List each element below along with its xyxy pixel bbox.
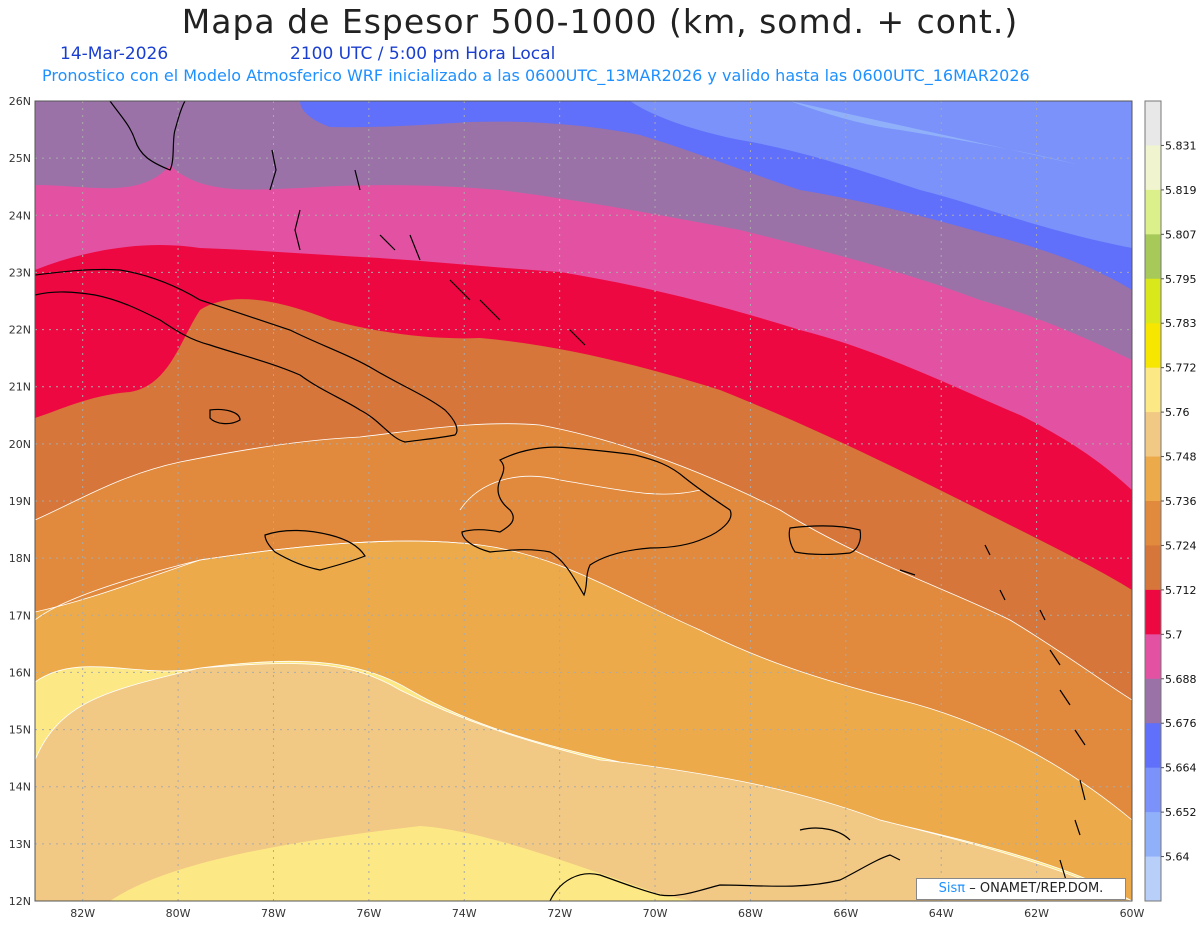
thickness-bands [35,101,1132,901]
colorbar-swatch [1145,412,1161,458]
lat-tick-label: 12N [9,895,31,908]
lat-tick-label: 16N [9,666,31,679]
colorbar-swatch [1145,678,1161,724]
colorbar-label: 5.795 [1165,273,1197,286]
lat-tick-label: 23N [9,266,31,279]
cuba-coast [35,268,458,443]
lesser-antilles [899,544,1086,881]
lon-tick-label: 60W [1120,907,1145,920]
lat-tick-label: 15N [9,724,31,737]
lat-tick-label: 14N [9,781,31,794]
colorbar-label: 5.772 [1165,362,1197,375]
colorbar-label: 5.676 [1165,717,1197,730]
puerto-rico-coast [788,525,862,555]
colorbar-label: 5.664 [1165,762,1197,775]
bahamas-islands [269,149,586,346]
colorbar-label: 5.688 [1165,673,1197,686]
colorbar-swatch [1145,812,1161,858]
credit-org: – ONAMET/REP.DOM. [969,881,1104,896]
colorbar-swatch [1145,767,1161,813]
colorbar-swatch [1145,278,1161,324]
lon-tick-label: 66W [833,907,858,920]
colorbar: 5.831 5.819 5.807 5.795 5.783 5.772 5.76 5.748 5… [1144,100,1197,902]
colorbar-label: 5.831 [1165,139,1197,152]
latitude-labels: 26N 25N 24N 23N 22N 21N 20N 19N 18N 17N 16N 15N 14N 1… [9,95,31,908]
colorbar-swatch [1145,323,1161,369]
lon-tick-label: 76W [356,907,381,920]
credit-brand: Sisπ [938,881,966,896]
colorbar-swatch [1145,101,1161,146]
lon-tick-label: 74W [452,907,477,920]
lat-tick-label: 18N [9,552,31,565]
colorbar-swatch [1145,456,1161,502]
colorbar-label: 5.724 [1165,539,1197,552]
longitude-labels: 82W 80W 78W 76W 74W 72W 70W 68W 66W 64W 62W 60W [70,907,1144,920]
lon-tick-label: 78W [261,907,286,920]
colorbar-swatch [1145,589,1161,635]
jamaica-coast [264,529,366,571]
colorbar-label: 5.819 [1165,184,1197,197]
colorbar-label: 5.652 [1165,806,1197,819]
lat-tick-label: 24N [9,209,31,222]
colorbar-swatch [1145,145,1161,191]
lat-tick-label: 22N [9,324,31,337]
colorbar-swatch [1145,545,1161,591]
colorbar-label: 5.7 [1165,628,1183,641]
florida-coast [109,101,186,171]
colorbar-swatch [1145,189,1161,235]
map-frame [34,100,1133,902]
colorbar-swatch [1145,501,1161,546]
colorbar-swatch [1145,234,1161,280]
colorbar-label: 5.783 [1165,317,1197,330]
band-5652 [630,101,1132,248]
coastlines [35,101,1086,901]
colorbar-label: 5.76 [1165,406,1190,419]
lat-tick-label: 21N [9,381,31,394]
colorbar-swatch [1145,367,1161,413]
lat-tick-label: 13N [9,838,31,851]
colorbar-swatch [1145,856,1161,902]
forecast-time: 2100 UTC / 5:00 pm Hora Local [290,44,556,64]
isla-juventud [209,408,241,425]
colorbar-swatch [1145,634,1161,680]
colorbar-label: 5.736 [1165,495,1197,508]
colorbar-label: 5.64 [1165,851,1190,864]
colorbar-label: 5.807 [1165,228,1197,241]
lon-tick-label: 80W [166,907,191,920]
lon-tick-label: 72W [547,907,572,920]
lon-tick-label: 62W [1024,907,1049,920]
lat-tick-label: 19N [9,495,31,508]
forecast-date: 14-Mar-2026 [60,44,169,64]
hispaniola-coast [461,446,732,597]
lon-tick-label: 70W [643,907,668,920]
model-run-info: Pronostico con el Modelo Atmosferico WRF… [42,66,1030,85]
south-america-coast [549,854,901,901]
lat-tick-label: 20N [9,438,31,451]
lon-tick-label: 68W [738,907,763,920]
credit-box: Sisπ – ONAMET/REP.DOM. [916,878,1126,900]
lon-tick-label: 64W [929,907,954,920]
lon-tick-label: 82W [70,907,95,920]
lat-tick-label: 25N [9,152,31,165]
colorbar-swatch [1145,723,1161,769]
colorbar-label: 5.712 [1165,584,1197,597]
map-title: Mapa de Espesor 500-1000 (km, somd. + co… [181,2,1019,41]
lat-tick-label: 26N [9,95,31,108]
graticule [35,101,1132,901]
band-5640 [790,101,1080,165]
colorbar-label: 5.748 [1165,451,1197,464]
lat-tick-label: 17N [9,609,31,622]
